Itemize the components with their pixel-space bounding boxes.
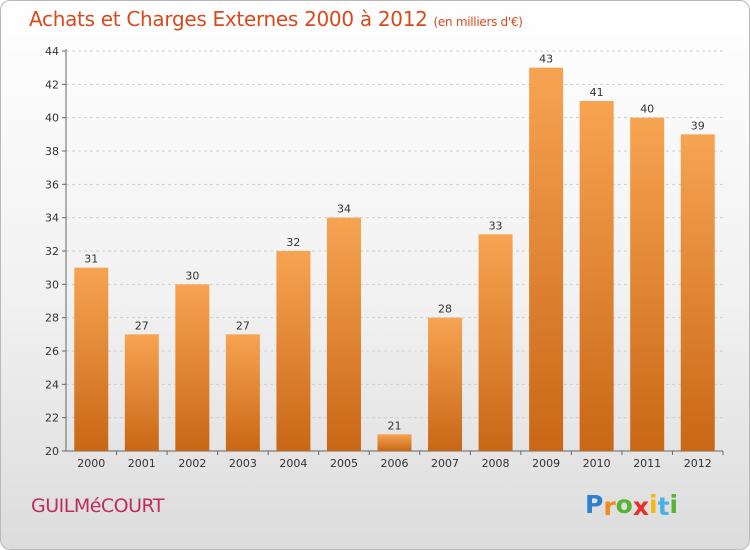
bar xyxy=(579,101,614,451)
bar-value-label: 31 xyxy=(84,253,98,266)
x-tick-label: 2001 xyxy=(128,457,156,470)
bar xyxy=(377,434,412,451)
y-tick-label: 34 xyxy=(45,212,59,225)
grid-lines xyxy=(66,50,723,419)
y-tick-label: 38 xyxy=(45,145,59,158)
bar-value-label: 32 xyxy=(286,236,300,249)
chart-title: Achats et Charges Externes 2000 à 2012 (e… xyxy=(29,7,523,31)
chart-subtitle: (en milliers d'€) xyxy=(433,15,523,29)
bar-value-label: 28 xyxy=(438,303,452,316)
x-tick-label: 2008 xyxy=(482,457,510,470)
bar-value-label: 39 xyxy=(691,119,705,132)
bar-value-label: 21 xyxy=(388,419,402,432)
bar-value-label: 30 xyxy=(185,269,199,282)
bar xyxy=(74,267,109,451)
bar xyxy=(124,334,159,451)
y-tick-label: 36 xyxy=(45,178,59,191)
bar-value-label: 43 xyxy=(539,53,553,66)
bar-value-label: 27 xyxy=(135,319,149,332)
x-tick-label: 2004 xyxy=(279,457,307,470)
bar xyxy=(326,217,361,451)
brand-letter: i xyxy=(669,490,679,519)
labels: 20 22 24 26 28 30 32 34 36 38 40 42 44 31 2000 27 2001 30… xyxy=(45,45,712,470)
x-tick-label: 2011 xyxy=(633,457,661,470)
x-tick-label: 2012 xyxy=(684,457,712,470)
y-tick-label: 30 xyxy=(45,278,59,291)
y-tick-label: 22 xyxy=(45,412,59,425)
x-tick-label: 2000 xyxy=(77,457,105,470)
y-tick-label: 42 xyxy=(45,78,59,91)
bar-value-label: 27 xyxy=(236,319,250,332)
bar-value-label: 40 xyxy=(640,103,654,116)
location-label: GUILMéCOURT xyxy=(31,495,164,517)
bar xyxy=(428,317,463,451)
brand-letter: o xyxy=(615,490,633,519)
brand-logo: Proxiti xyxy=(585,490,679,521)
y-tick-label: 40 xyxy=(45,112,59,125)
y-tick-label: 20 xyxy=(45,445,59,458)
bar-value-label: 33 xyxy=(489,219,503,232)
brand-letter: i xyxy=(649,490,658,519)
brand-letter: P xyxy=(585,490,604,519)
y-tick-label: 32 xyxy=(45,245,59,258)
x-tick-label: 2005 xyxy=(330,457,358,470)
x-tick-label: 2002 xyxy=(178,457,206,470)
bar xyxy=(630,117,665,452)
x-tick-label: 2003 xyxy=(229,457,257,470)
y-tick-label: 28 xyxy=(45,312,59,325)
axes xyxy=(62,49,724,455)
bar xyxy=(225,334,260,451)
y-tick-label: 44 xyxy=(45,45,59,58)
x-tick-label: 2009 xyxy=(532,457,560,470)
bars xyxy=(74,67,715,452)
x-tick-label: 2007 xyxy=(431,457,459,470)
bar xyxy=(276,251,311,451)
x-tick-label: 2010 xyxy=(583,457,611,470)
bar-value-label: 41 xyxy=(590,86,604,99)
brand-letter: x xyxy=(632,492,649,521)
y-tick-label: 26 xyxy=(45,345,59,358)
brand-letter: r xyxy=(603,492,616,521)
x-tick-label: 2006 xyxy=(381,457,409,470)
bar xyxy=(175,284,210,451)
bar xyxy=(478,234,513,451)
y-tick-label: 24 xyxy=(45,378,59,391)
bar xyxy=(680,134,715,452)
brand-letter: t xyxy=(657,492,670,521)
bar-value-label: 34 xyxy=(337,203,351,216)
bar xyxy=(529,67,564,452)
